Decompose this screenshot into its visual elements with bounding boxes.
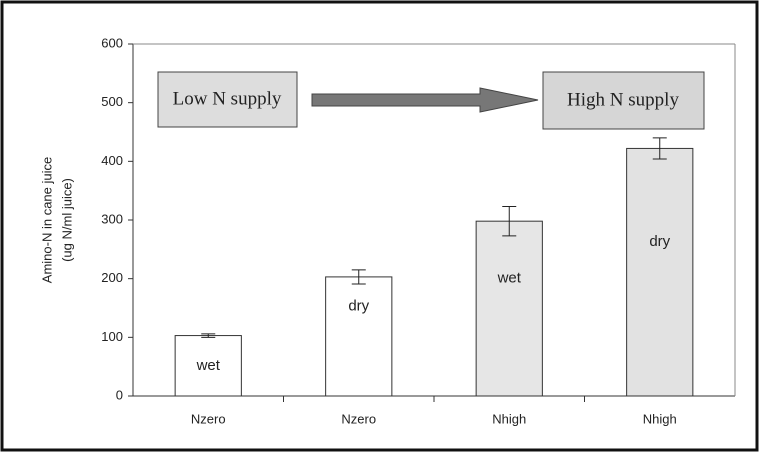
bar-label: wet [497,270,522,287]
y-tick-label: 500 [101,94,123,109]
error-bar [652,137,667,160]
y-axis-label: Amino-N in cane juice [39,157,54,283]
x-ticks [283,396,585,402]
y-tick-label: 600 [101,35,123,50]
bar [475,220,543,397]
bar [325,276,393,397]
arrow [311,87,539,113]
error-bar [201,333,216,338]
y-tick-label: 0 [116,387,123,402]
bar-label: dry [348,297,369,314]
annotation-box [157,71,298,128]
x-tick-label: Nzero [341,411,376,426]
y-tick-label: 400 [101,153,123,168]
annotation-box [542,71,705,130]
error-bar [502,206,517,237]
bar [626,147,694,397]
y-tick-label: 200 [101,270,123,285]
y-tick-label: 300 [101,211,123,226]
annotation: High N supply [567,89,679,110]
x-tick-label: Nhigh [643,411,677,426]
error-bar [351,269,366,285]
bar-label: dry [649,233,670,250]
x-tick-label: Nzero [191,411,226,426]
annotation: Low N supply [173,88,282,109]
x-tick-label: Nhigh [492,411,526,426]
y-tick-label: 100 [101,329,123,344]
bar-label: wet [196,357,221,374]
y-axis-label: (ug N/ml juice) [59,178,74,262]
